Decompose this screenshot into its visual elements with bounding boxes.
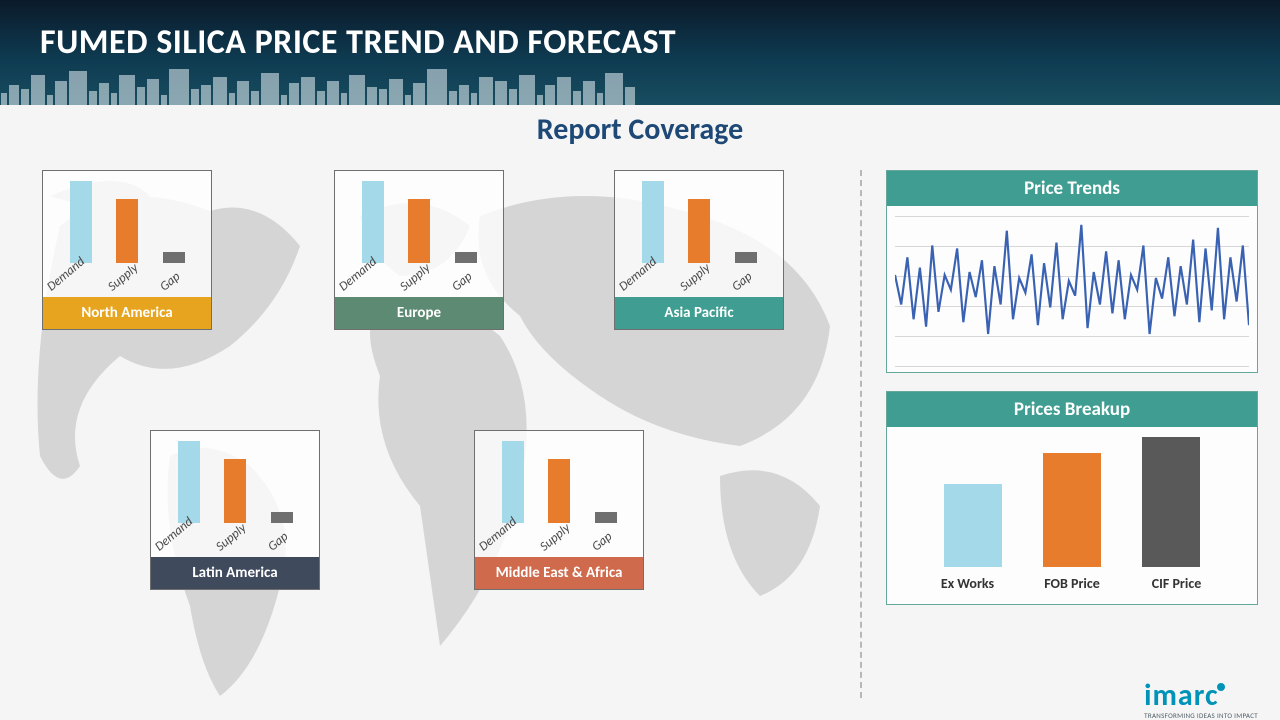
- content: DemandSupplyGapNorth America DemandSupply…: [0, 156, 1280, 712]
- main: Report Coverage DemandSupplyGapNort: [0, 105, 1280, 720]
- region-bar: [362, 181, 384, 263]
- logo-tagline: TRANSFORMING IDEAS INTO IMPACT: [1144, 711, 1258, 720]
- breakup-label: Ex Works: [928, 575, 1008, 592]
- logo-dot-icon: [1217, 683, 1225, 691]
- logo: imarc TRANSFORMING IDEAS INTO IMPACT: [1144, 681, 1258, 720]
- price-trends-panel: Price Trends: [886, 170, 1258, 373]
- header: FUMED SILICA PRICE TREND AND FORECAST: [0, 0, 1280, 105]
- breakup-bar: [1142, 437, 1200, 567]
- region-bar: [408, 199, 430, 263]
- region-bar: [502, 441, 524, 523]
- region-card: DemandSupplyGapNorth America: [42, 170, 212, 330]
- region-bar: [548, 459, 570, 523]
- region-card: DemandSupplyGapAsia Pacific: [614, 170, 784, 330]
- breakup-label: FOB Price: [1032, 575, 1112, 592]
- region-card: DemandSupplyGapMiddle East & Africa: [474, 430, 644, 590]
- region-bar: [116, 199, 138, 263]
- region-bar: [178, 441, 200, 523]
- breakup-label: CIF Price: [1137, 575, 1217, 592]
- region-card: DemandSupplyGapEurope: [334, 170, 504, 330]
- region-bar: [70, 181, 92, 263]
- region-bar: [688, 199, 710, 263]
- section-subtitle: Report Coverage: [0, 111, 1280, 148]
- prices-breakup-title: Prices Breakup: [887, 392, 1257, 427]
- breakup-bar: [1043, 453, 1101, 567]
- price-trends-chart: [895, 216, 1249, 366]
- prices-breakup-chart: [895, 437, 1249, 567]
- prices-breakup-panel: Prices Breakup Ex Works FOB Price CIF Pric…: [886, 391, 1258, 605]
- region-card: DemandSupplyGapLatin America: [150, 430, 320, 590]
- breakup-bar: [944, 484, 1002, 567]
- map-panel: DemandSupplyGapNorth America DemandSupply…: [0, 156, 860, 712]
- price-trends-title: Price Trends: [887, 171, 1257, 206]
- logo-text: imarc: [1144, 677, 1218, 714]
- right-column: Price Trends Prices Breakup Ex Works FOB …: [862, 156, 1280, 712]
- prices-breakup-labels: Ex Works FOB Price CIF Price: [895, 567, 1249, 598]
- region-bar: [224, 459, 246, 523]
- region-bar: [642, 181, 664, 263]
- skyline-decoration: [0, 69, 1280, 105]
